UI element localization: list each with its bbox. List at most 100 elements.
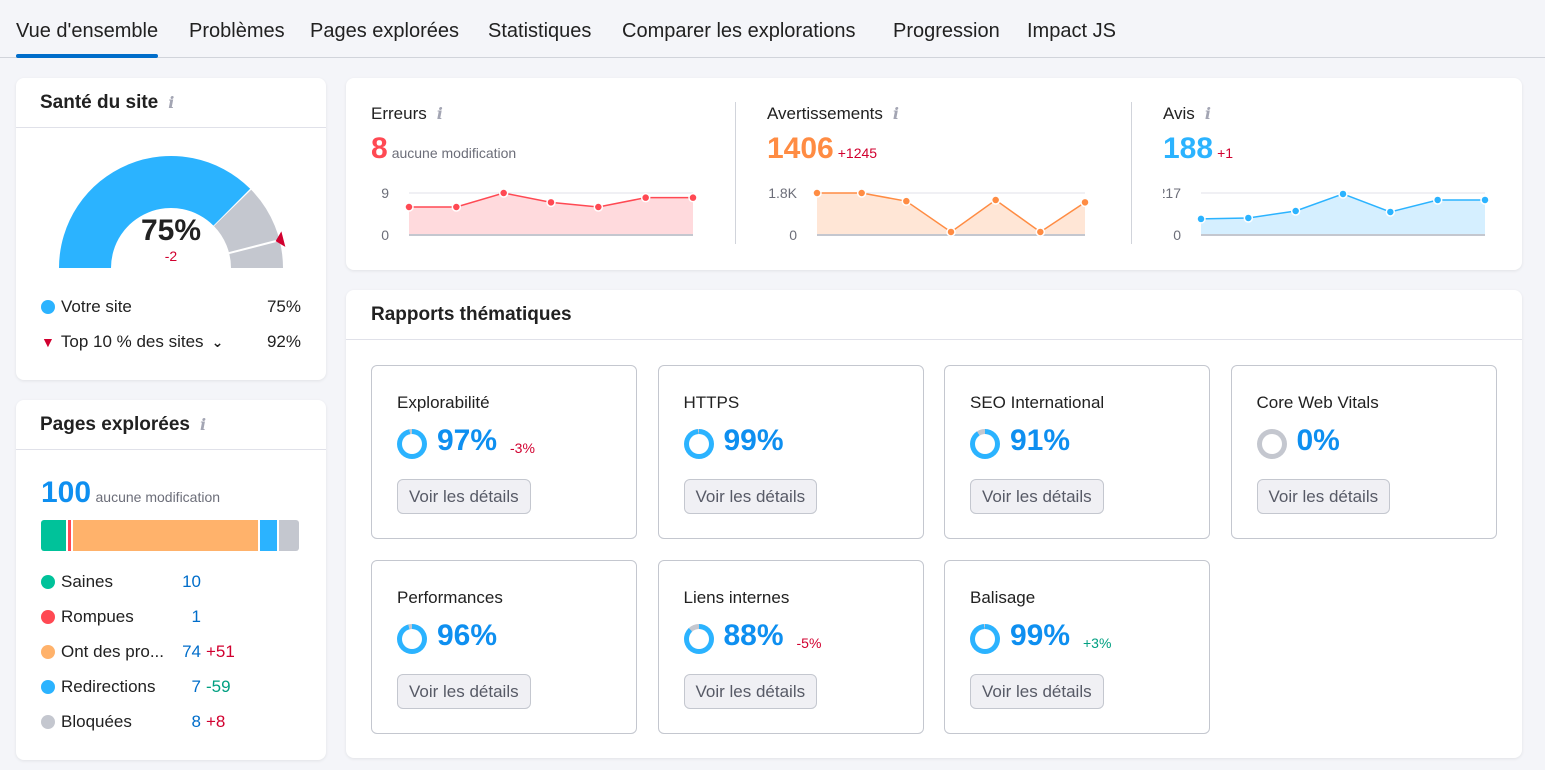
sparkline-point[interactable] (404, 202, 414, 212)
legend-label: Redirections (61, 677, 156, 696)
legend-label: Votre site (61, 297, 132, 316)
info-icon[interactable]: i (1204, 104, 1211, 123)
crawled-total: 100 aucune modification (41, 476, 220, 510)
report-name[interactable]: HTTPS (683, 393, 740, 412)
report-delta: -5% (796, 635, 822, 651)
stack-segment[interactable] (279, 520, 299, 551)
view-details-button[interactable]: Voir les détails (683, 479, 818, 514)
report-name[interactable]: Explorabilité (397, 393, 490, 412)
metric-sparkline: 217 0 (1163, 185, 1490, 243)
metric-value[interactable]: 1406 +1245 (767, 132, 878, 165)
view-details-button[interactable]: Voir les détails (970, 479, 1104, 514)
sparkline-point[interactable] (593, 202, 604, 212)
report-name[interactable]: Liens internes (683, 588, 790, 607)
metric-sparkline: 1.8K 0 (768, 185, 1090, 243)
sparkline-point[interactable] (688, 192, 698, 203)
report-delta: +3% (1083, 635, 1112, 651)
sparkline-point[interactable] (546, 197, 556, 208)
tab-overview[interactable]: Vue d'ensemble (16, 20, 159, 58)
report-name[interactable]: Balisage (970, 588, 1036, 607)
sparkline-point[interactable] (1432, 195, 1443, 205)
tab-progress[interactable]: Progression (893, 20, 1000, 42)
stack-segment[interactable] (41, 520, 66, 551)
legend-label: Rompues (61, 607, 134, 626)
sparkline-point[interactable] (1196, 214, 1206, 224)
info-icon[interactable]: i (199, 415, 207, 434)
crawled-count[interactable]: 74 (182, 642, 201, 661)
top10-value: 92% (266, 332, 301, 351)
score-ring-icon (970, 624, 1000, 654)
y-min-label: 0 (789, 227, 797, 243)
legend-label: Bloquées (61, 712, 132, 731)
crawled-legend-item[interactable]: Redirections (41, 677, 156, 697)
thematic-report-card: Performances 96% Voir les détails (371, 560, 637, 734)
thematic-report-card: Explorabilité 97% -3% Voir les détails (371, 365, 637, 539)
crawled-count[interactable]: 10 (182, 572, 201, 591)
metric-value[interactable]: 188 +1 (1163, 132, 1234, 165)
info-icon[interactable]: i (436, 104, 443, 123)
legend-label: Top 10 % des sites (60, 332, 204, 351)
chevron-down-icon[interactable]: ⌄ (211, 334, 224, 350)
view-details-button[interactable]: Voir les détails (397, 479, 531, 514)
report-score: 97% (437, 424, 498, 457)
health-gauge (59, 156, 286, 268)
crawled-legend-item[interactable]: Ont des pro... (41, 642, 164, 662)
sparkline-point[interactable] (946, 227, 956, 237)
tab-issues[interactable]: Problèmes (189, 20, 285, 42)
report-score: 96% (437, 619, 498, 652)
stack-segment[interactable] (68, 520, 71, 551)
stack-segment[interactable] (259, 520, 277, 551)
tab-crawled-pages[interactable]: Pages explorées (310, 20, 459, 42)
tab-compare-crawls[interactable]: Comparer les explorations (622, 20, 856, 42)
sparkline-point[interactable] (1243, 213, 1254, 223)
crawled-count[interactable]: 7 (191, 677, 201, 696)
sparkline-point[interactable] (1480, 195, 1490, 205)
divider (735, 102, 736, 244)
tab-js-impact[interactable]: Impact JS (1027, 20, 1116, 42)
tab-statistics[interactable]: Statistiques (488, 20, 592, 42)
view-details-button[interactable]: Voir les détails (683, 674, 818, 709)
metric-value[interactable]: 8 aucune modification (371, 132, 517, 165)
crawled-pages-card: Pages explorées i 100 aucune modification… (16, 400, 326, 760)
view-details-button[interactable]: Voir les détails (397, 674, 531, 709)
metric-label: Avertissements i (767, 104, 899, 123)
y-min-label: 0 (381, 227, 389, 243)
score-ring-icon (397, 429, 427, 459)
crawled-pages-title: Pages explorées (40, 414, 190, 435)
score-ring-icon (1256, 429, 1287, 459)
sparkline-point[interactable] (498, 188, 509, 198)
crawled-total-note: aucune modification (95, 489, 221, 505)
sparkline-point[interactable] (1290, 206, 1301, 216)
view-details-button[interactable]: Voir les détails (1256, 479, 1391, 514)
sparkline-point[interactable] (640, 192, 651, 203)
crawled-count[interactable]: 8 (191, 712, 201, 731)
report-name[interactable]: SEO International (970, 393, 1105, 412)
info-icon[interactable]: i (892, 104, 899, 123)
crawled-count[interactable]: 1 (191, 607, 201, 626)
sparkline-point[interactable] (901, 196, 912, 206)
thematic-report-card: SEO International 91% Voir les détails (944, 365, 1210, 539)
crawled-legend-item[interactable]: Bloquées (41, 712, 132, 732)
sparkline-point[interactable] (451, 202, 462, 212)
sparkline-point[interactable] (1385, 207, 1396, 217)
health-score: 75% (140, 214, 202, 247)
stack-segment[interactable] (72, 520, 258, 551)
sparkline-point[interactable] (1035, 227, 1046, 237)
crawled-legend-item[interactable]: Saines (41, 572, 113, 592)
sparkline-point[interactable] (990, 195, 1001, 205)
sparkline-point[interactable] (812, 188, 822, 198)
sparkline-point[interactable] (1080, 197, 1090, 208)
crawled-delta: +51 (206, 642, 235, 661)
sparkline-point[interactable] (856, 188, 867, 198)
info-icon[interactable]: i (168, 93, 175, 112)
crawled-legend-item[interactable]: Rompues (41, 607, 134, 627)
sparkline-point[interactable] (1338, 189, 1348, 199)
report-name[interactable]: Performances (397, 588, 503, 607)
metric-delta: +1245 (837, 145, 878, 161)
triangle-down-icon: ▼ (41, 334, 55, 350)
view-details-button[interactable]: Voir les détails (970, 674, 1104, 709)
legend-top10[interactable]: ▼ Top 10 % des sites ⌄ (41, 332, 223, 352)
score-ring-icon (397, 624, 427, 654)
report-name[interactable]: Core Web Vitals (1256, 393, 1379, 412)
report-delta: -3% (510, 440, 535, 456)
